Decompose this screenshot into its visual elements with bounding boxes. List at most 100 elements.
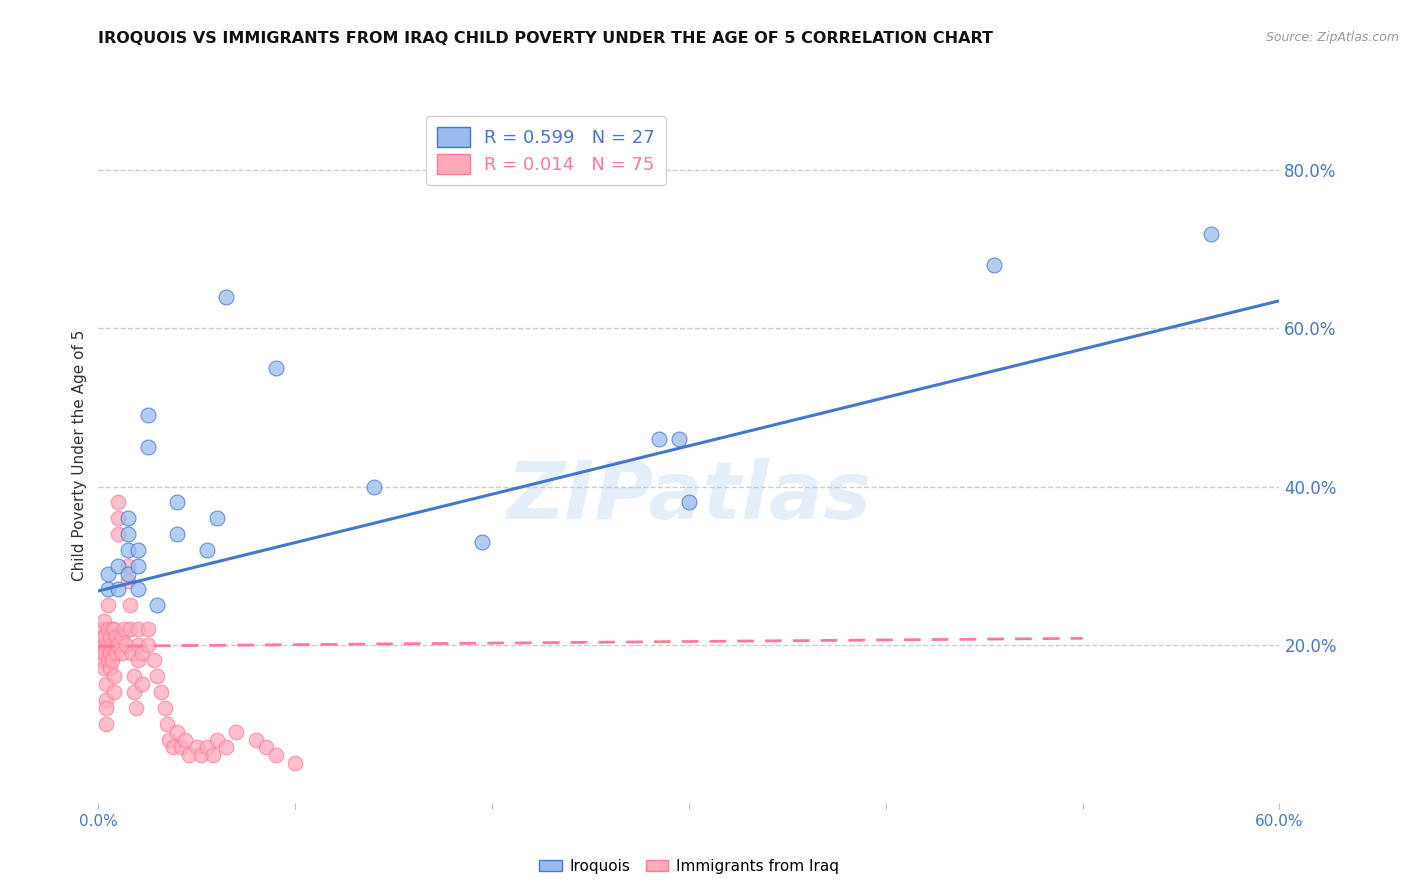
Point bbox=[97, 638, 120, 652]
Point bbox=[91, 646, 114, 660]
Point bbox=[127, 542, 149, 557]
Point bbox=[97, 582, 120, 597]
Point bbox=[215, 740, 238, 755]
Point bbox=[127, 653, 149, 667]
Point bbox=[98, 630, 121, 644]
Point bbox=[205, 511, 228, 525]
Point bbox=[668, 432, 690, 446]
Point bbox=[98, 646, 121, 660]
Point bbox=[121, 646, 143, 660]
Point bbox=[91, 622, 114, 636]
Point bbox=[115, 638, 138, 652]
Point bbox=[118, 622, 141, 636]
Point bbox=[101, 638, 124, 652]
Point bbox=[96, 716, 118, 731]
Point bbox=[105, 646, 128, 660]
Point bbox=[107, 495, 129, 509]
Point bbox=[103, 669, 125, 683]
Text: Source: ZipAtlas.com: Source: ZipAtlas.com bbox=[1265, 31, 1399, 45]
Point bbox=[166, 724, 188, 739]
Point bbox=[166, 527, 188, 541]
Point bbox=[93, 646, 115, 660]
Point bbox=[111, 630, 134, 644]
Point bbox=[117, 566, 139, 581]
Point bbox=[363, 479, 385, 493]
Point bbox=[122, 685, 145, 699]
Point bbox=[97, 622, 120, 636]
Point bbox=[125, 701, 148, 715]
Point bbox=[215, 290, 238, 304]
Point bbox=[678, 495, 700, 509]
Text: ZIPatlas: ZIPatlas bbox=[506, 458, 872, 536]
Point bbox=[91, 630, 114, 644]
Point bbox=[157, 732, 180, 747]
Point bbox=[156, 716, 179, 731]
Point bbox=[93, 638, 115, 652]
Point bbox=[117, 558, 139, 573]
Point bbox=[195, 740, 218, 755]
Point bbox=[166, 495, 188, 509]
Legend: Iroquois, Immigrants from Iraq: Iroquois, Immigrants from Iraq bbox=[533, 853, 845, 880]
Point bbox=[105, 638, 128, 652]
Point bbox=[146, 669, 169, 683]
Point bbox=[195, 542, 218, 557]
Point bbox=[264, 360, 287, 375]
Point bbox=[983, 258, 1005, 272]
Point bbox=[136, 638, 159, 652]
Point bbox=[150, 685, 173, 699]
Point bbox=[127, 582, 149, 597]
Point bbox=[190, 748, 212, 763]
Point bbox=[284, 756, 307, 771]
Point bbox=[96, 677, 118, 691]
Point bbox=[101, 622, 124, 636]
Point bbox=[93, 630, 115, 644]
Point bbox=[131, 646, 153, 660]
Point bbox=[186, 740, 208, 755]
Point bbox=[96, 693, 118, 707]
Point bbox=[107, 558, 129, 573]
Point bbox=[117, 527, 139, 541]
Point bbox=[127, 622, 149, 636]
Point bbox=[136, 409, 159, 423]
Point bbox=[117, 511, 139, 525]
Point bbox=[118, 598, 141, 612]
Point bbox=[225, 724, 247, 739]
Point bbox=[98, 661, 121, 675]
Point bbox=[97, 653, 120, 667]
Point bbox=[112, 622, 135, 636]
Point bbox=[127, 638, 149, 652]
Point bbox=[170, 740, 193, 755]
Point bbox=[136, 622, 159, 636]
Point bbox=[93, 614, 115, 628]
Point bbox=[97, 566, 120, 581]
Point bbox=[93, 661, 115, 675]
Point bbox=[201, 748, 224, 763]
Point bbox=[1199, 227, 1222, 241]
Point bbox=[146, 598, 169, 612]
Point bbox=[103, 622, 125, 636]
Point bbox=[254, 740, 277, 755]
Point bbox=[107, 527, 129, 541]
Point bbox=[245, 732, 267, 747]
Point bbox=[97, 598, 120, 612]
Point bbox=[177, 748, 200, 763]
Point bbox=[107, 582, 129, 597]
Point bbox=[105, 630, 128, 644]
Point bbox=[122, 669, 145, 683]
Point bbox=[91, 638, 114, 652]
Point bbox=[264, 748, 287, 763]
Point bbox=[174, 732, 197, 747]
Point bbox=[205, 732, 228, 747]
Text: IROQUOIS VS IMMIGRANTS FROM IRAQ CHILD POVERTY UNDER THE AGE OF 5 CORRELATION CH: IROQUOIS VS IMMIGRANTS FROM IRAQ CHILD P… bbox=[98, 31, 994, 46]
Point bbox=[117, 574, 139, 589]
Point bbox=[127, 558, 149, 573]
Y-axis label: Child Poverty Under the Age of 5: Child Poverty Under the Age of 5 bbox=[72, 329, 87, 581]
Point bbox=[107, 638, 129, 652]
Point bbox=[103, 685, 125, 699]
Point bbox=[155, 701, 177, 715]
Point bbox=[96, 701, 118, 715]
Point bbox=[648, 432, 671, 446]
Point bbox=[136, 440, 159, 454]
Point bbox=[107, 511, 129, 525]
Point bbox=[142, 653, 165, 667]
